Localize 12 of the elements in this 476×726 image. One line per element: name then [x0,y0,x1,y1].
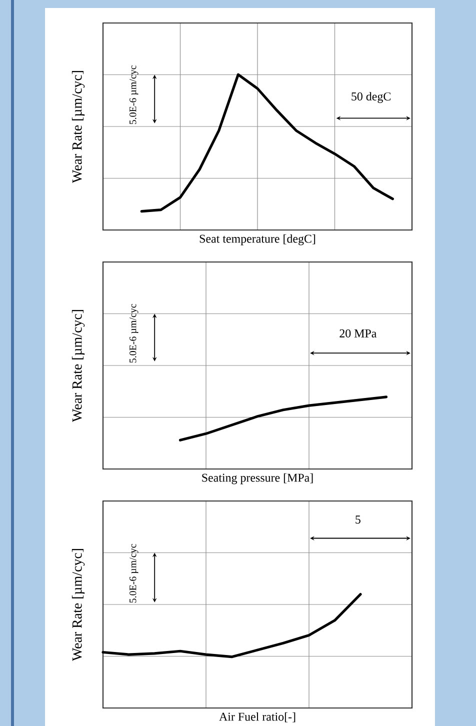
text: 20 MPa [340,329,377,338]
text: 5 [356,516,360,524]
y-axis-title: Wear Rate [µm/cyc] [72,310,85,422]
x-axis-title: Air Fuel ratio[-] [219,712,296,722]
annotation: 50 degC [352,92,390,103]
text: 5.0E-6 µm/cyc [130,304,138,363]
x-axis-title: Seating pressure [MPa] [202,473,313,484]
annotation: 5.0E-6 µm/cyc [130,66,138,124]
y-axis-title: Wear Rate [µm/cyc] [72,549,85,661]
annotation: 5.0E-6 µm/cyc [130,544,138,603]
x-axis-title: Seat temperature [degC] [200,234,316,246]
y-axis-title: Wear Rate [µm/cyc] [72,71,85,183]
